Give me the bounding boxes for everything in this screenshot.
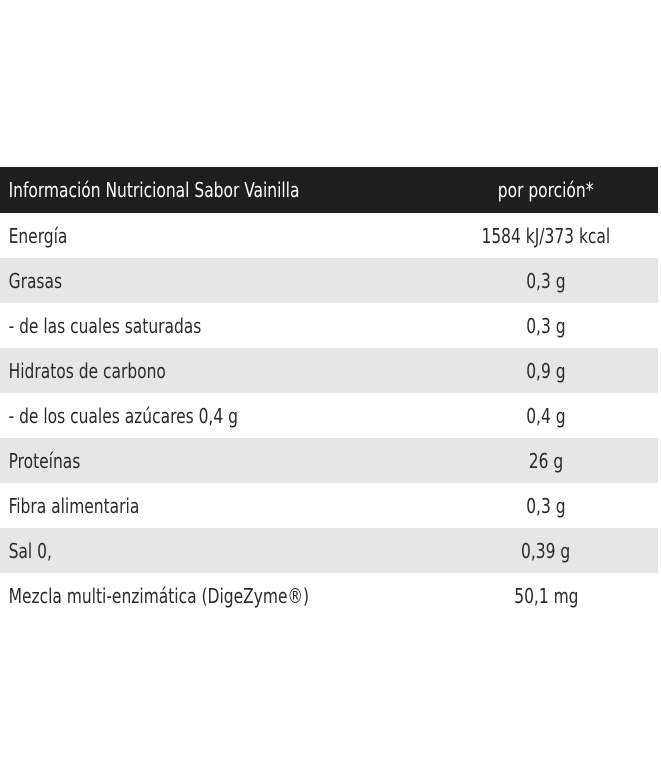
row-value-cell: 50,1 mg bbox=[434, 584, 658, 608]
row-value-cell: 0,3 g bbox=[434, 269, 658, 293]
row-value: 0,3 g bbox=[526, 268, 566, 293]
row-value-cell: 0,4 g bbox=[434, 404, 658, 428]
row-label: Sal 0, bbox=[8, 538, 52, 563]
row-label: - de las cuales saturadas bbox=[8, 313, 202, 338]
row-value: 0,39 g bbox=[521, 538, 571, 563]
row-value: 0,3 g bbox=[526, 493, 566, 518]
table-row-grasas: Grasas 0,3 g bbox=[0, 258, 658, 303]
row-value: 26 g bbox=[528, 448, 564, 473]
table-row-energia: Energía 1584 kJ/373 kcal bbox=[0, 213, 658, 258]
row-value-cell: 26 g bbox=[434, 449, 658, 473]
header-label: Información Nutricional Sabor Vainilla bbox=[8, 178, 300, 202]
row-label: Proteínas bbox=[8, 448, 81, 473]
row-value: 50,1 mg bbox=[513, 583, 579, 608]
row-label: Energía bbox=[8, 223, 68, 248]
table-row-sal: Sal 0, 0,39 g bbox=[0, 528, 658, 573]
row-value-cell: 0,3 g bbox=[434, 314, 658, 338]
nutrition-table: Información Nutricional Sabor Vainilla p… bbox=[0, 167, 658, 618]
table-row-fibra: Fibra alimentaria 0,3 g bbox=[0, 483, 658, 528]
row-value: 0,9 g bbox=[526, 358, 566, 383]
header-value-cell: por porción* bbox=[434, 178, 658, 202]
table-row-saturadas: - de las cuales saturadas 0,3 g bbox=[0, 303, 658, 348]
row-label: Fibra alimentaria bbox=[8, 493, 140, 518]
row-value-cell: 0,9 g bbox=[434, 359, 658, 383]
table-row-proteinas: Proteínas 26 g bbox=[0, 438, 658, 483]
row-value: 0,4 g bbox=[526, 403, 566, 428]
row-value: 1584 kJ/373 kcal bbox=[481, 223, 611, 248]
row-value-cell: 0,3 g bbox=[434, 494, 658, 518]
row-value-cell: 0,39 g bbox=[434, 539, 658, 563]
table-row-hidratos: Hidratos de carbono 0,9 g bbox=[0, 348, 658, 393]
header-value: por porción* bbox=[498, 178, 594, 202]
table-row-azucares: - de los cuales azúcares 0,4 g 0,4 g bbox=[0, 393, 658, 438]
row-label: Mezcla multi-enzimática (DigeZyme®) bbox=[8, 583, 309, 608]
row-value-cell: 1584 kJ/373 kcal bbox=[434, 224, 658, 248]
row-value: 0,3 g bbox=[526, 313, 566, 338]
row-label: Hidratos de carbono bbox=[8, 358, 166, 383]
table-header: Información Nutricional Sabor Vainilla p… bbox=[0, 167, 658, 213]
table-row-enzimas: Mezcla multi-enzimática (DigeZyme®) 50,1… bbox=[0, 573, 658, 618]
row-label: - de los cuales azúcares 0,4 g bbox=[8, 403, 238, 428]
row-label: Grasas bbox=[8, 268, 63, 293]
